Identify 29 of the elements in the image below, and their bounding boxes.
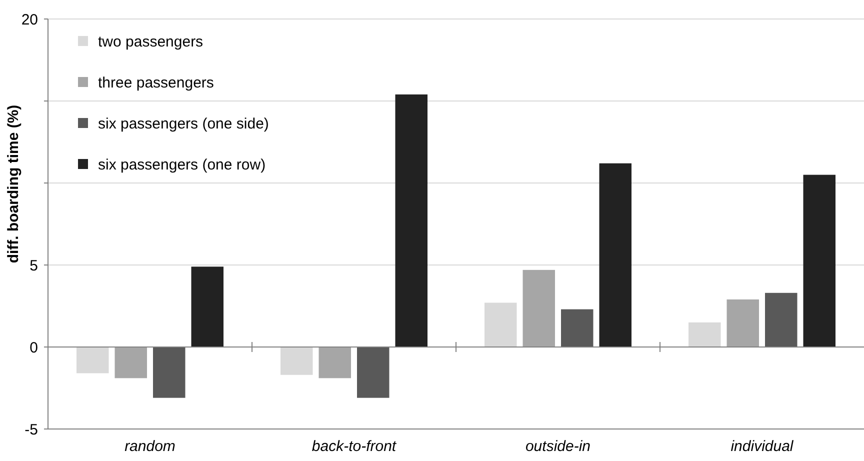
legend-label: two passengers: [98, 33, 204, 50]
bar: [803, 174, 836, 347]
x-tick-label: back-to-front: [312, 438, 397, 455]
bar: [153, 347, 186, 398]
y-axis-title: diff. boarding time (%): [5, 104, 22, 264]
bar: [318, 347, 351, 378]
bar: [357, 347, 390, 398]
y-tick-label: -5: [24, 421, 38, 438]
x-tick-label: individual: [730, 438, 794, 455]
bar: [522, 270, 555, 347]
x-tick-label: random: [124, 438, 176, 455]
y-tick-label: 5: [30, 257, 38, 274]
bar: [688, 322, 721, 347]
bar: [765, 292, 798, 347]
bar: [395, 94, 428, 347]
x-tick-label: outside-in: [525, 438, 591, 455]
bar: [561, 309, 594, 347]
bar: [76, 347, 109, 374]
legend-label: three passengers: [98, 74, 214, 92]
bar: [191, 266, 224, 347]
y-tick-label: 20: [21, 11, 38, 28]
bar: [280, 347, 313, 375]
bar: [484, 302, 517, 347]
bar: [599, 163, 632, 347]
y-tick-label: 0: [30, 339, 38, 356]
bar: [114, 347, 147, 378]
legend-label: six passengers (one row): [98, 156, 266, 174]
legend-label: six passengers (one side): [98, 115, 269, 132]
bar: [726, 299, 759, 347]
